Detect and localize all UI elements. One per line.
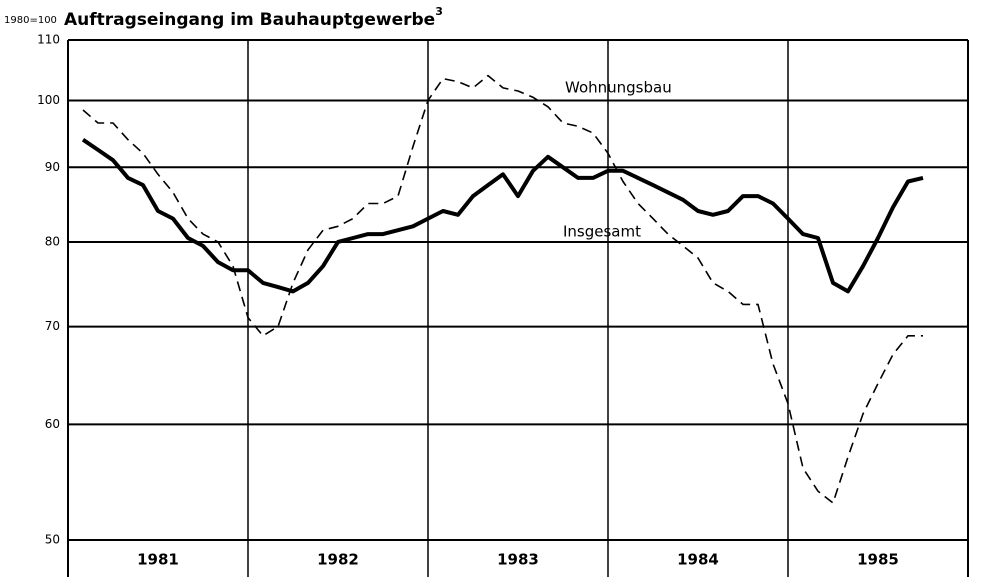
x-tick-label: 1985: [857, 551, 899, 569]
y-axis-label: 1980=100: [4, 15, 57, 26]
x-tick-label: 1983: [497, 551, 539, 569]
chart-title-superscript: 3: [435, 5, 443, 18]
chart-title: Auftragseingang im Bauhauptgewerbe3: [64, 5, 443, 30]
y-tick-label: 90: [45, 160, 60, 174]
y-tick-label: 60: [45, 417, 60, 431]
x-tick-label: 1981: [137, 551, 179, 569]
y-tick-label: 100: [37, 93, 60, 107]
x-tick-label: 1982: [317, 551, 359, 569]
legend-label: Insgesamt: [563, 223, 641, 241]
series-line: [81, 138, 924, 294]
series-line: [82, 74, 923, 504]
y-tick-label: 80: [45, 234, 60, 248]
y-tick-label: 70: [45, 319, 60, 333]
chart-title-main: Auftragseingang im Bauhauptgewerbe: [64, 10, 435, 30]
x-tick-label: 1984: [677, 551, 719, 569]
y-tick-label: 110: [37, 33, 60, 47]
y-tick-label: 50: [45, 533, 60, 547]
legend-label: Wohnungsbau: [565, 79, 672, 97]
